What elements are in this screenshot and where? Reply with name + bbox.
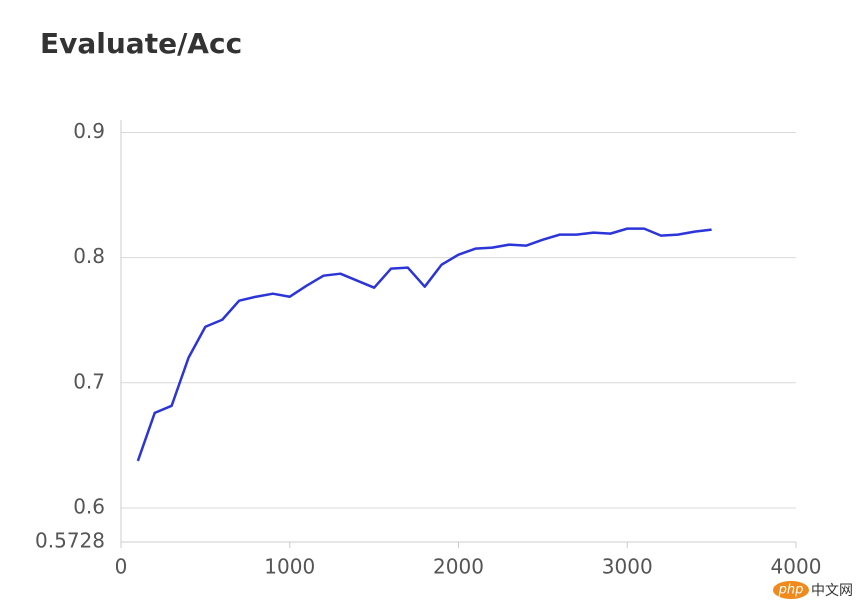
watermark: php 中文网 <box>773 581 853 599</box>
data-line <box>136 227 712 462</box>
watermark-logo: php <box>778 583 804 598</box>
watermark-logo-bg <box>773 581 809 599</box>
chart-title: Evaluate/Acc <box>40 27 242 60</box>
x-tick-label: 2000 <box>433 555 484 579</box>
x-tick-label: 3000 <box>602 555 653 579</box>
y-tick-label: 0.5728 <box>35 529 105 553</box>
x-tick-label: 0 <box>115 555 128 579</box>
y-tick-label: 0.8 <box>73 244 105 268</box>
watermark-text: 中文网 <box>811 583 853 599</box>
y-tick-label: 0.9 <box>73 119 105 143</box>
x-tick-label: 4000 <box>771 555 822 579</box>
y-tick-label: 0.6 <box>73 494 105 518</box>
x-tick-label: 1000 <box>264 555 315 579</box>
y-tick-label: 0.7 <box>73 369 105 393</box>
